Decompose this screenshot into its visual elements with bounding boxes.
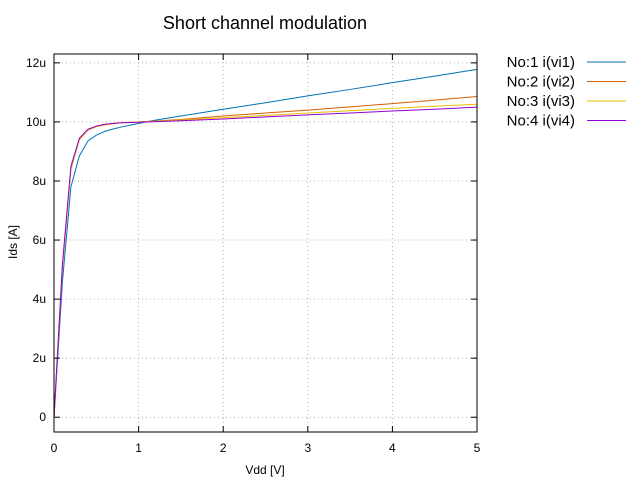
series-line-3 (53, 103, 478, 418)
y-axis-label: Ids [A] (6, 225, 20, 259)
x-tick-label: 0 (51, 441, 58, 455)
legend-label-1: No:1 i(vi1) (507, 54, 575, 71)
series-lines (53, 68, 478, 418)
y-tick-label: 12u (26, 56, 46, 70)
plot-frame (53, 53, 478, 433)
y-tick-label: 0 (39, 410, 46, 424)
x-tick-label: 4 (389, 441, 396, 455)
y-tick-label: 8u (33, 174, 46, 188)
x-tick-label: 1 (135, 441, 142, 455)
y-tick-label: 10u (26, 115, 46, 129)
x-tick-label: 3 (304, 441, 311, 455)
grid (54, 54, 477, 432)
x-tick-label: 2 (220, 441, 227, 455)
x-axis-label: Vdd [V] (245, 463, 284, 477)
series-line-4 (53, 106, 478, 418)
series-line-2 (53, 96, 478, 418)
chart-title: Short channel modulation (163, 13, 367, 33)
y-tick-label: 4u (33, 292, 46, 306)
legend-label-3: No:3 i(vi3) (507, 93, 575, 110)
y-tick-label: 6u (33, 233, 46, 247)
legend-label-2: No:2 i(vi2) (507, 74, 575, 91)
y-tick-label: 2u (33, 351, 46, 365)
legend-label-4: No:4 i(vi4) (507, 113, 575, 130)
series-line-1 (53, 68, 478, 418)
axis-ticks: 0 1 2 3 4 5 0 2u 4u 6u 8u 10u 12u (26, 54, 481, 455)
x-tick-label: 5 (474, 441, 481, 455)
legend: No:1 i(vi1) No:2 i(vi2) No:3 i(vi3) No:4 i(… (507, 54, 626, 130)
